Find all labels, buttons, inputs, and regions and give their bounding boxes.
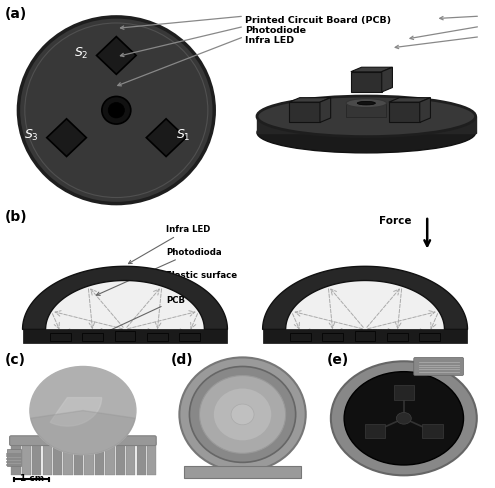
Text: (c): (c) xyxy=(5,352,26,366)
Polygon shape xyxy=(389,99,431,103)
Bar xyxy=(11,442,21,475)
Text: Photodioda: Photodioda xyxy=(97,247,222,296)
Circle shape xyxy=(179,358,306,471)
Ellipse shape xyxy=(257,113,476,154)
Text: (a): (a) xyxy=(5,7,27,21)
Text: Infra LED: Infra LED xyxy=(245,36,294,45)
Polygon shape xyxy=(147,120,186,157)
Ellipse shape xyxy=(346,100,387,108)
Bar xyxy=(22,442,31,475)
Bar xyxy=(116,442,125,475)
Bar xyxy=(43,442,52,475)
Bar xyxy=(147,442,156,475)
Bar xyxy=(355,331,375,342)
Polygon shape xyxy=(420,99,431,123)
Text: 1 cm: 1 cm xyxy=(20,473,44,483)
FancyBboxPatch shape xyxy=(414,358,463,376)
Polygon shape xyxy=(263,267,467,330)
Text: $S_1$: $S_1$ xyxy=(176,128,191,143)
Bar xyxy=(32,442,42,475)
Text: (e): (e) xyxy=(327,352,349,366)
Polygon shape xyxy=(389,103,420,123)
Bar xyxy=(184,467,301,478)
Wedge shape xyxy=(31,411,135,455)
Text: Printed Circuit Board (PCB): Printed Circuit Board (PCB) xyxy=(245,16,391,24)
Bar xyxy=(422,424,443,439)
Bar xyxy=(74,442,83,475)
Bar xyxy=(53,442,62,475)
Bar xyxy=(179,334,200,342)
Polygon shape xyxy=(351,73,382,93)
Wedge shape xyxy=(50,398,101,426)
Bar xyxy=(263,330,467,343)
Circle shape xyxy=(108,103,124,119)
Circle shape xyxy=(18,18,214,204)
Polygon shape xyxy=(97,38,136,75)
FancyBboxPatch shape xyxy=(9,436,156,446)
Text: (b): (b) xyxy=(5,210,28,224)
Bar xyxy=(394,386,414,400)
Bar xyxy=(346,104,387,118)
Polygon shape xyxy=(382,68,393,93)
Text: $S_2$: $S_2$ xyxy=(74,46,89,61)
Polygon shape xyxy=(47,120,86,157)
Text: Elastic surface: Elastic surface xyxy=(129,270,238,279)
Bar xyxy=(63,442,73,475)
Circle shape xyxy=(231,404,254,425)
Circle shape xyxy=(214,389,271,441)
Bar xyxy=(137,442,146,475)
Bar xyxy=(6,449,21,467)
Circle shape xyxy=(30,367,136,455)
Polygon shape xyxy=(351,68,393,73)
Polygon shape xyxy=(23,267,227,330)
Bar xyxy=(95,442,104,475)
Polygon shape xyxy=(286,281,445,330)
Polygon shape xyxy=(289,103,320,123)
Ellipse shape xyxy=(357,102,375,106)
Text: Photodiode: Photodiode xyxy=(245,26,306,35)
Circle shape xyxy=(331,362,477,475)
Ellipse shape xyxy=(257,97,476,137)
Text: (d): (d) xyxy=(171,352,194,366)
Bar xyxy=(84,442,94,475)
Polygon shape xyxy=(46,281,204,330)
Circle shape xyxy=(190,367,296,463)
Polygon shape xyxy=(289,99,331,103)
Bar xyxy=(257,117,476,133)
Bar xyxy=(115,331,135,342)
Circle shape xyxy=(102,97,131,125)
Bar xyxy=(23,330,227,343)
Bar xyxy=(147,334,168,342)
Bar xyxy=(105,442,114,475)
Circle shape xyxy=(199,376,286,453)
Polygon shape xyxy=(320,99,331,123)
Circle shape xyxy=(344,372,463,465)
Bar xyxy=(419,334,440,342)
Bar xyxy=(126,442,136,475)
Bar xyxy=(387,334,408,342)
Bar xyxy=(365,424,386,439)
Text: Infra LED: Infra LED xyxy=(129,225,211,264)
Text: PCB: PCB xyxy=(94,296,186,338)
Text: Force: Force xyxy=(379,215,411,225)
Circle shape xyxy=(396,413,411,424)
Bar xyxy=(50,334,71,342)
Bar xyxy=(82,334,103,342)
Bar xyxy=(290,334,311,342)
Bar xyxy=(322,334,343,342)
Text: $S_3$: $S_3$ xyxy=(24,128,39,143)
